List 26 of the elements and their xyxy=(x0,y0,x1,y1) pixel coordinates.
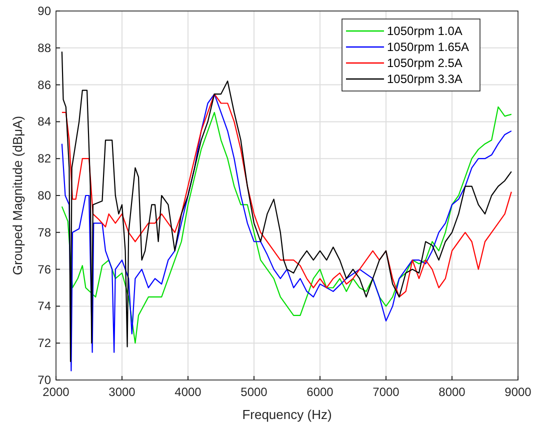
y-tick-label: 86 xyxy=(38,78,52,92)
x-tick-label: 7000 xyxy=(372,385,400,399)
y-tick-label: 72 xyxy=(38,336,52,350)
x-tick-label: 3000 xyxy=(108,385,136,399)
x-axis-title: Frequency (Hz) xyxy=(242,407,332,422)
x-tick-label: 8000 xyxy=(438,385,466,399)
legend-label: 1050rpm 1.65A xyxy=(387,40,470,54)
x-tick-label: 2000 xyxy=(42,385,70,399)
legend-label: 1050rpm 2.5A xyxy=(387,56,462,70)
x-tick-label: 9000 xyxy=(504,385,532,399)
y-tick-label: 76 xyxy=(38,262,52,276)
legend-label: 1050rpm 3.3A xyxy=(387,72,462,86)
y-tick-label: 90 xyxy=(38,4,52,18)
x-tick-label: 5000 xyxy=(240,385,268,399)
y-tick-label: 80 xyxy=(38,188,52,202)
x-tick-label: 4000 xyxy=(174,385,202,399)
x-tick-label: 6000 xyxy=(306,385,334,399)
y-tick-label: 70 xyxy=(38,373,52,387)
y-tick-label: 88 xyxy=(38,40,52,55)
line-series xyxy=(61,93,512,298)
legend-label: 1050rpm 1.0A xyxy=(387,24,462,38)
y-tick-label: 84 xyxy=(38,114,52,129)
y-tick-label: 78 xyxy=(38,225,52,240)
y-axis-title: Grouped Magnitude (dBμA) xyxy=(10,116,25,276)
y-tick-label: 82 xyxy=(38,152,52,166)
y-tick-label: 74 xyxy=(38,299,52,314)
